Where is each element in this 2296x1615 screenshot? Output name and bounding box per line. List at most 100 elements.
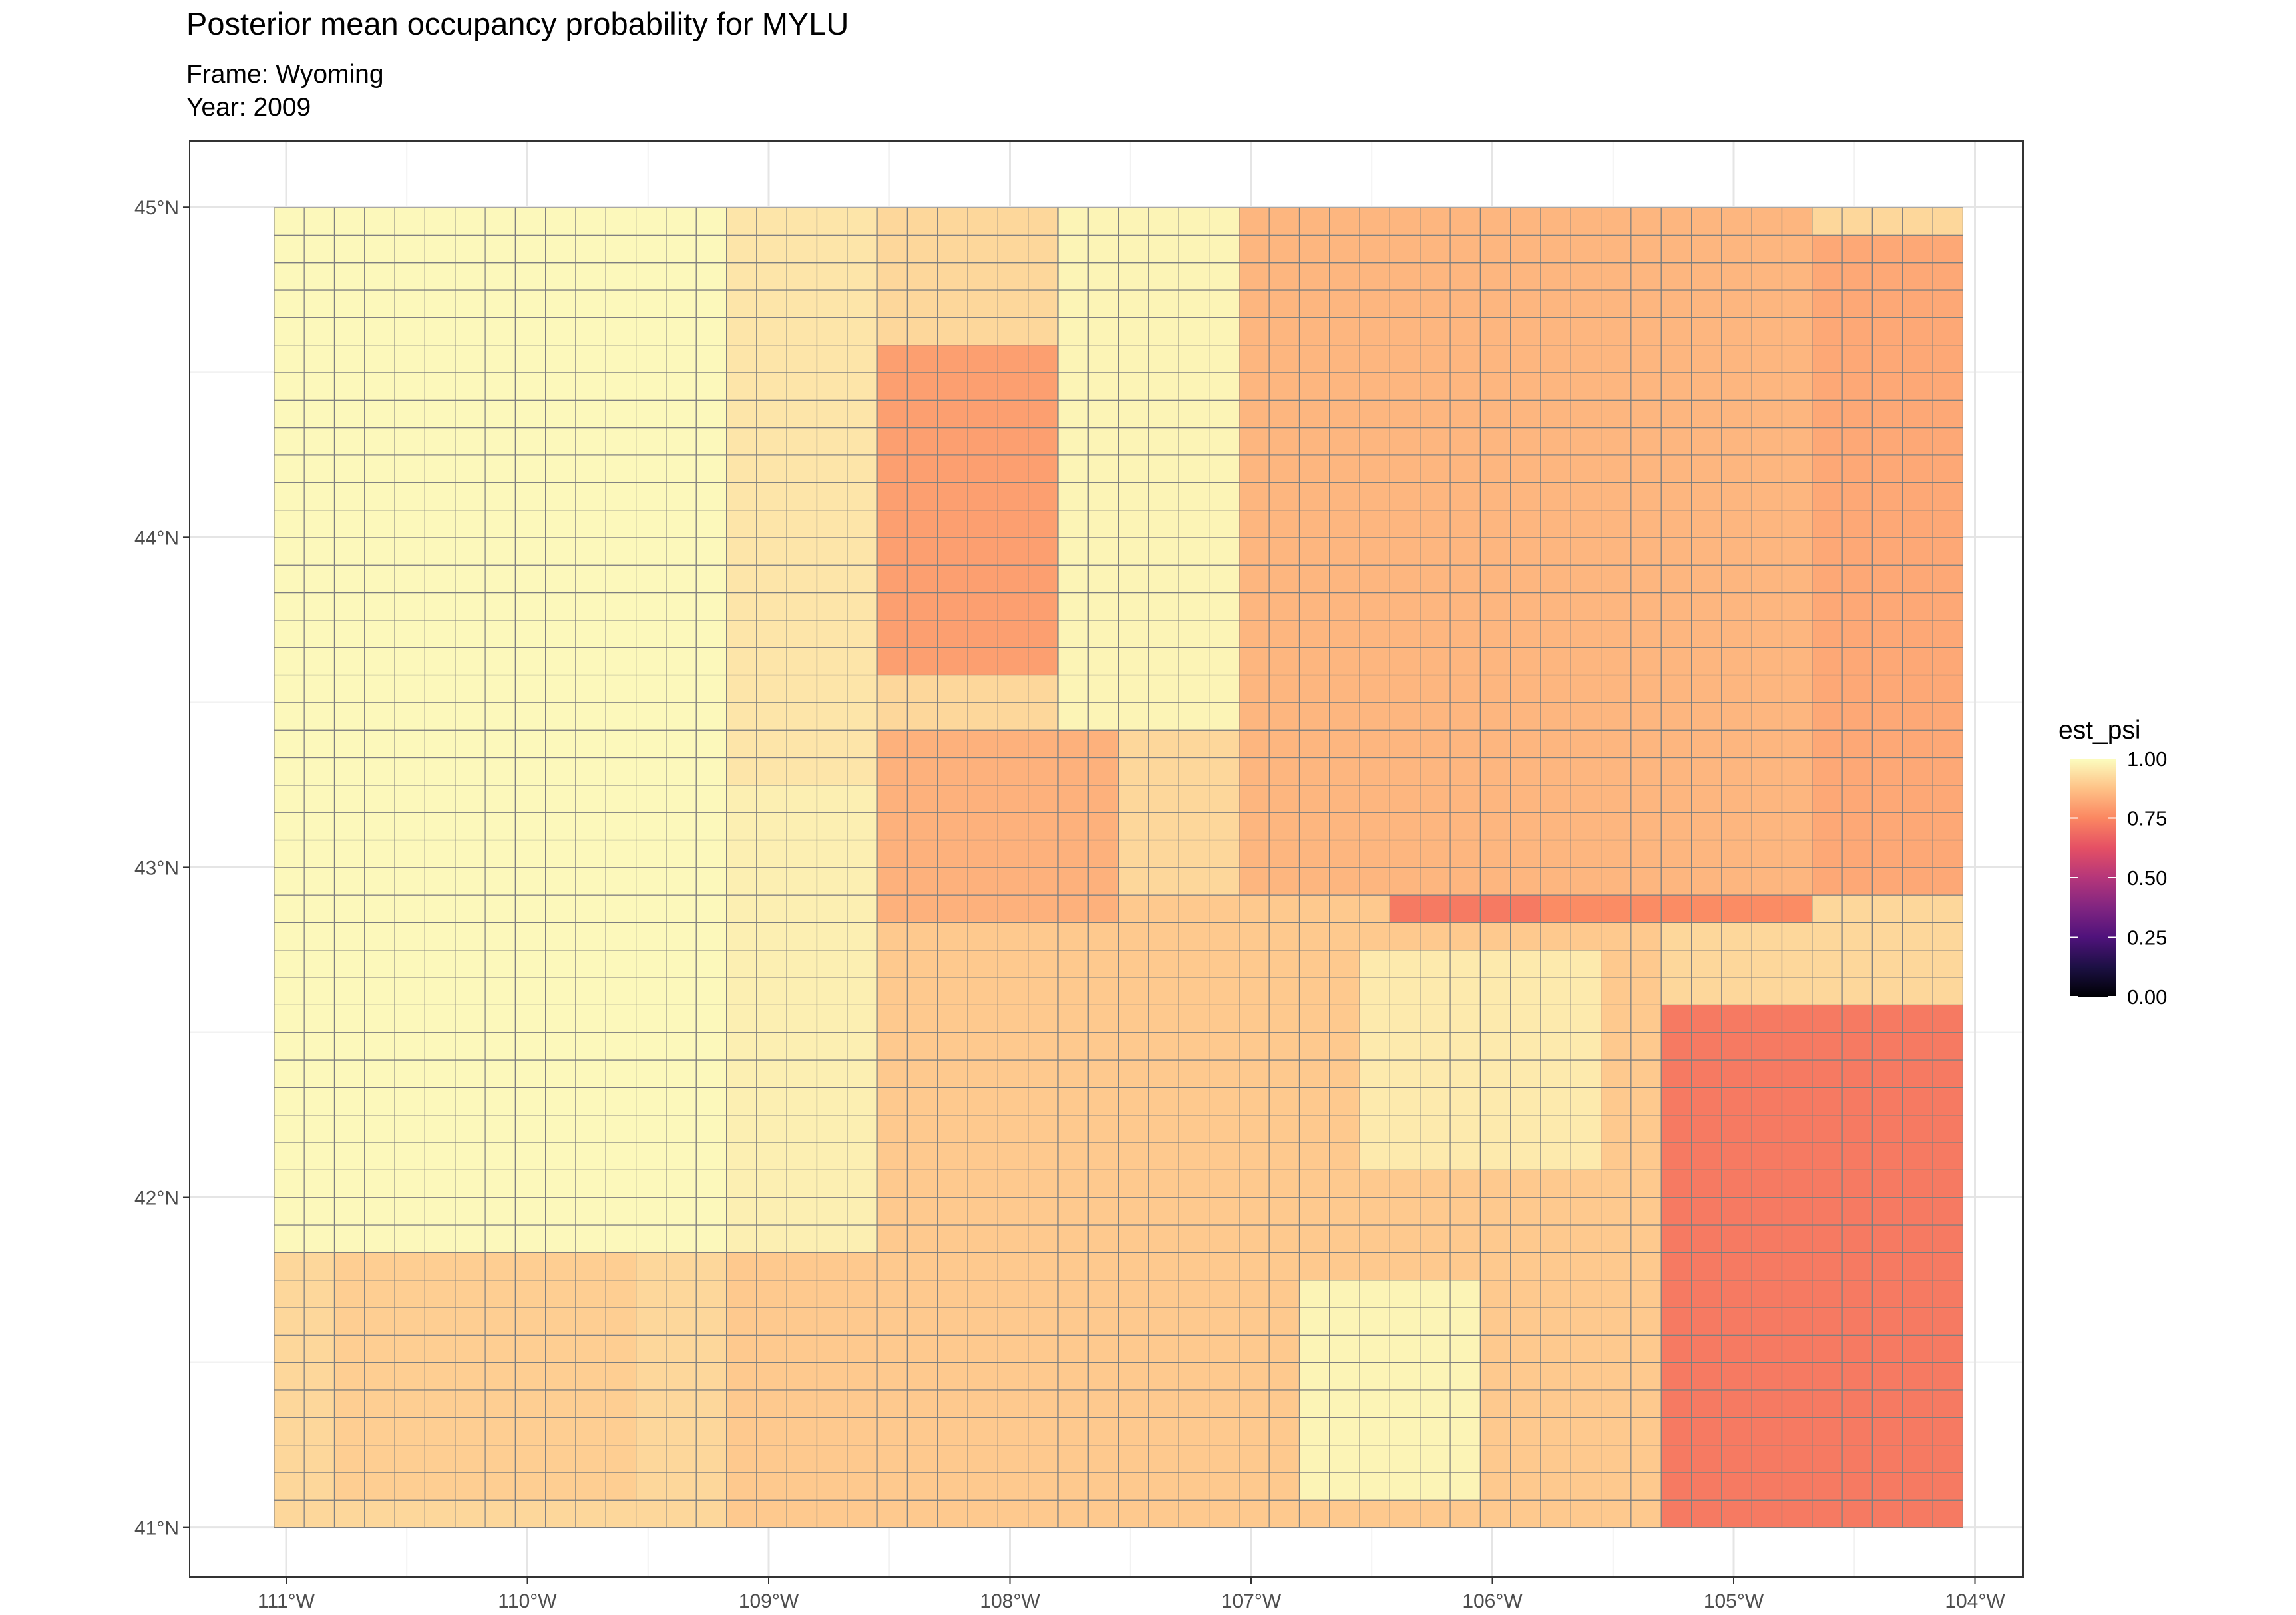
grid-cell [756, 1004, 787, 1033]
grid-cell [1178, 1445, 1210, 1473]
grid-cell [756, 1389, 787, 1418]
grid-cell [514, 262, 546, 291]
grid-cell [1449, 1224, 1481, 1253]
grid-cell [1449, 1142, 1481, 1170]
grid-cell [635, 922, 667, 951]
grid-cell [847, 702, 878, 731]
grid-cell [1660, 454, 1692, 483]
grid-cell [1630, 785, 1662, 813]
grid-cell [1812, 234, 1843, 264]
grid-cell [786, 1307, 818, 1336]
grid-cell [1570, 922, 1602, 951]
grid-cell [1359, 564, 1390, 594]
grid-cell [906, 1445, 938, 1473]
grid-cell [1601, 1087, 1632, 1116]
grid-cell [1630, 867, 1662, 896]
grid-cell [303, 1389, 335, 1418]
grid-cell [666, 1087, 697, 1116]
grid-cell [575, 977, 606, 1005]
grid-cell [876, 454, 908, 483]
grid-cell [1389, 399, 1421, 429]
grid-cell [1812, 922, 1843, 951]
grid-cell [545, 1361, 576, 1391]
grid-cell [1449, 592, 1481, 621]
grid-cell [333, 1472, 365, 1501]
grid-cell [364, 1361, 395, 1391]
grid-cell [1871, 207, 1903, 236]
grid-cell [1239, 1059, 1270, 1088]
grid-cell [1871, 839, 1903, 868]
grid-cell [1239, 894, 1270, 923]
grid-cell [1359, 1389, 1390, 1418]
grid-cell [1268, 757, 1300, 786]
grid-cell [1028, 1445, 1059, 1473]
grid-cell [756, 454, 787, 483]
grid-cell [847, 234, 878, 264]
grid-cell [1601, 1307, 1632, 1336]
legend: est_psi 1.000.750.500.250.00 [2058, 716, 2167, 1009]
grid-cell [906, 950, 938, 978]
grid-cell [1630, 647, 1662, 676]
grid-cell [1570, 1307, 1602, 1336]
grid-cell [1329, 1252, 1360, 1281]
grid-cell [1721, 729, 1752, 759]
grid-cell [1359, 839, 1390, 868]
grid-cell [1479, 289, 1511, 318]
grid-cell [455, 922, 486, 951]
grid-cell [514, 234, 546, 264]
grid-cell [1601, 262, 1632, 291]
grid-cell [756, 1087, 787, 1116]
grid-cell [333, 1032, 365, 1061]
grid-cell [937, 674, 968, 703]
grid-cell [1630, 1197, 1662, 1226]
grid-cell [906, 922, 938, 951]
grid-cell [605, 1004, 637, 1033]
grid-cell [1751, 729, 1783, 759]
grid-cell [1660, 922, 1692, 951]
grid-cell [1087, 729, 1119, 759]
grid-cell [1932, 1059, 1964, 1088]
grid-cell [1298, 1252, 1330, 1281]
grid-cell [1087, 289, 1119, 318]
grid-cell [1329, 1445, 1360, 1473]
grid-cell [847, 537, 878, 566]
grid-cell [1570, 234, 1602, 264]
grid-cell [1087, 950, 1119, 978]
grid-cell [937, 564, 968, 594]
grid-cell [484, 509, 516, 538]
grid-cell [1057, 317, 1089, 346]
grid-cell [1540, 1197, 1571, 1226]
grid-cell [1117, 1389, 1149, 1418]
grid-cell [847, 1445, 878, 1473]
grid-cell [394, 1472, 425, 1501]
grid-cell [635, 1142, 667, 1170]
grid-cell [1057, 894, 1089, 923]
grid-cell [1178, 1169, 1210, 1198]
grid-cell [1601, 1361, 1632, 1391]
grid-cell [394, 1032, 425, 1061]
grid-cell [1812, 1197, 1843, 1226]
grid-cell [695, 647, 727, 676]
grid-cell [394, 262, 425, 291]
grid-cell [1239, 1004, 1270, 1033]
grid-cell [1841, 1142, 1873, 1170]
grid-cell [424, 1280, 456, 1308]
grid-cell [1630, 950, 1662, 978]
grid-cell [997, 344, 1029, 373]
grid-cell [1721, 674, 1752, 703]
grid-cell [1510, 262, 1541, 291]
grid-cell [967, 234, 998, 264]
grid-cell [1208, 674, 1240, 703]
grid-cell [1028, 647, 1059, 676]
grid-cell [1449, 427, 1481, 456]
occupancy-cells [274, 207, 1964, 1528]
grid-cell [1751, 1252, 1783, 1281]
grid-cell [756, 537, 787, 566]
grid-cell [967, 1472, 998, 1501]
grid-cell [725, 234, 757, 264]
grid-cell [394, 757, 425, 786]
grid-cell [937, 592, 968, 621]
grid-cell [1359, 922, 1390, 951]
grid-cell [1660, 1032, 1692, 1061]
grid-cell [303, 564, 335, 594]
